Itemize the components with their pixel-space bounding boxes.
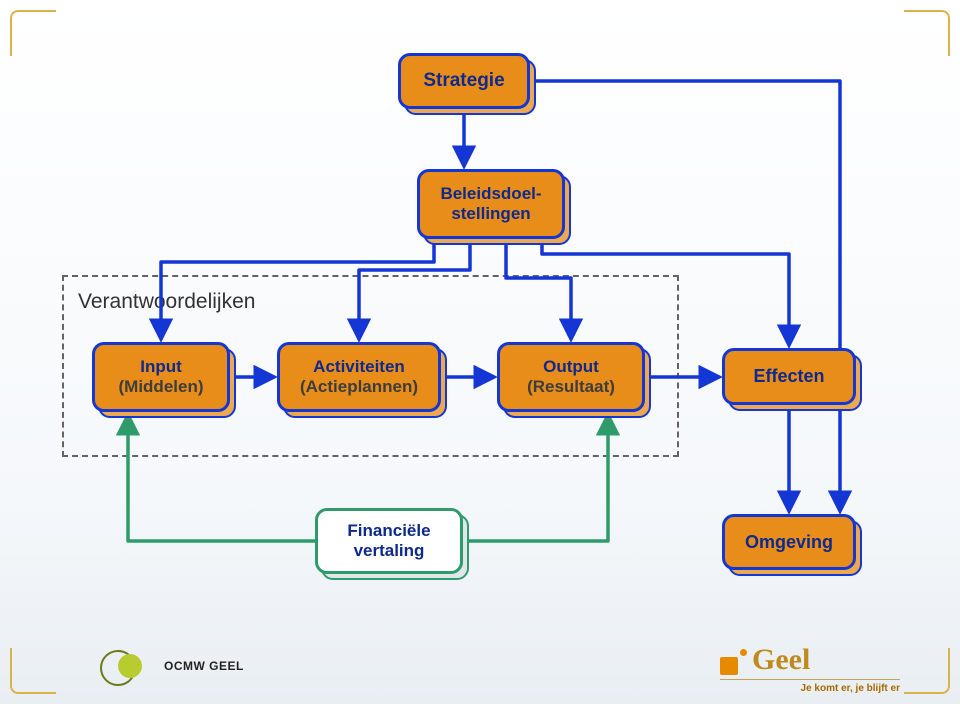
node-output: Output(Resultaat) [497,342,645,412]
node-label-line1: Beleidsdoel- [440,184,541,204]
corner-decoration [904,10,950,56]
node-label-line2: stellingen [451,204,530,224]
responsibles-group-label: Verantwoordelijken [78,290,255,314]
footer: OCMW GEEL Geel Je komt er, je blijft er [0,626,960,704]
node-label-line2: vertaling [354,541,425,561]
node-label-line1: Financiële [347,521,430,541]
node-strategie: Strategie [398,53,530,109]
node-label-line1: Omgeving [745,532,833,553]
node-label-line2: (Middelen) [119,377,204,397]
ocmw-logo-icon [100,646,154,686]
geel-logo-icon [720,649,746,675]
node-effecten: Effecten [722,348,856,405]
ocmw-logo: OCMW GEEL [100,646,244,686]
node-financiele: Financiëlevertaling [315,508,463,574]
node-label-line2: (Resultaat) [527,377,615,397]
node-input: Input(Middelen) [92,342,230,412]
node-label-line2: (Actieplannen) [300,377,418,397]
node-label-line1: Output [543,357,599,377]
node-beleids: Beleidsdoel-stellingen [417,169,565,239]
geel-logo-tagline: Je komt er, je blijft er [720,679,900,694]
geel-logo: Geel Je komt er, je blijft er [720,645,900,694]
corner-decoration [10,10,56,56]
node-omgeving: Omgeving [722,514,856,570]
node-label-line1: Strategie [423,70,504,92]
node-label-line1: Activiteiten [313,357,405,377]
ocmw-logo-text: OCMW GEEL [164,659,244,673]
geel-logo-word: Geel [752,645,810,675]
node-activiteiten: Activiteiten(Actieplannen) [277,342,441,412]
node-label-line1: Input [140,357,182,377]
node-label-line1: Effecten [753,366,824,387]
slide: Verantwoordelijken Strategie Beleidsdoel-… [0,0,960,704]
